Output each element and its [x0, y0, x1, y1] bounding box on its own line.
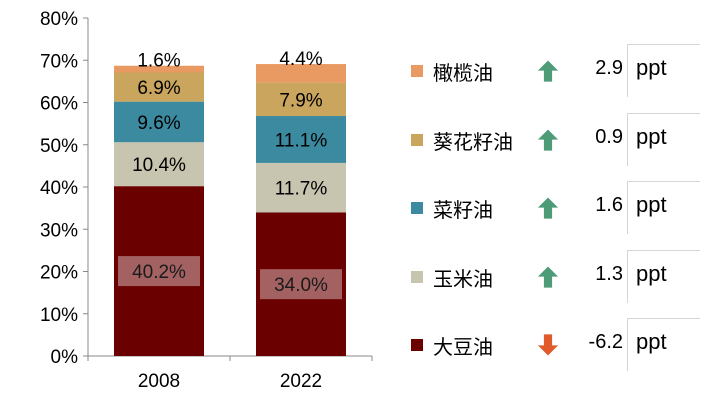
legend-item: 橄榄油 2.9 ppt	[405, 44, 705, 98]
bar-segment	[256, 116, 346, 163]
legend-label: 玉米油	[433, 269, 493, 291]
legend: 橄榄油 2.9 ppt 葵花籽油 0.9 ppt 菜籽油 1.6 ppt 玉米油 1.3 ppt 大豆油…	[405, 40, 705, 380]
unit-label: ppt	[636, 192, 667, 217]
data-label: 1.6%	[137, 51, 180, 72]
y-axis: 0% 10% 20% 30% 40% 50% 60% 70% 80%	[40, 9, 89, 368]
data-label-background	[118, 256, 200, 287]
y-tick-label: 30%	[40, 220, 78, 241]
legend-swatch	[411, 202, 423, 214]
y-tick-label: 40%	[40, 178, 78, 199]
legend-label: 菜籽油	[433, 200, 493, 222]
legend-item: 玉米油 1.3 ppt	[405, 250, 705, 304]
legend-label: 橄榄油	[433, 63, 493, 85]
legend-label: 葵花籽油	[433, 132, 513, 154]
bars	[114, 64, 346, 356]
legend-label: 大豆油	[433, 337, 493, 359]
unit-label: ppt	[636, 261, 667, 286]
bar-segment	[114, 65, 204, 73]
y-tick-label: 80%	[40, 9, 78, 30]
change-value: 0.9	[595, 126, 623, 148]
y-tick-label: 70%	[40, 51, 78, 72]
change-value: 1.6	[595, 194, 623, 216]
bar-segment	[114, 101, 204, 143]
legend-swatch	[411, 134, 423, 146]
unit-cell: ppt	[627, 318, 700, 371]
change-value: 2.9	[595, 57, 623, 79]
unit-cell: ppt	[627, 181, 700, 234]
data-label: 7.9%	[279, 90, 322, 111]
y-tick-label: 20%	[40, 263, 78, 284]
bar-segment	[256, 212, 346, 356]
y-tick-label: 50%	[40, 136, 78, 157]
x-tick-label: 2008	[138, 371, 180, 392]
bar-segment	[256, 162, 346, 213]
y-tick-label: 0%	[51, 347, 79, 368]
legend-swatch	[411, 271, 423, 283]
data-label: 11.7%	[275, 179, 328, 200]
y-tick-label: 10%	[40, 305, 78, 326]
data-label: 6.9%	[137, 78, 180, 99]
legend-item: 菜籽油 1.6 ppt	[405, 181, 705, 235]
data-label-background	[260, 269, 342, 300]
bar-segment	[256, 64, 346, 83]
y-tick-label: 60%	[40, 94, 78, 115]
legend-item: 大豆油 -6.2 ppt	[405, 318, 705, 372]
unit-cell: ppt	[627, 44, 700, 97]
unit-label: ppt	[636, 329, 667, 354]
data-label: 4.4%	[279, 49, 322, 70]
x-tick-label: 2022	[280, 371, 322, 392]
data-label: 40.2%	[132, 262, 186, 283]
legend-item: 葵花籽油 0.9 ppt	[405, 113, 705, 167]
stacked-bar-chart: 0% 10% 20% 30% 40% 50% 60% 70% 80% 2008 2022 40.2…	[40, 9, 373, 392]
data-label: 9.6%	[137, 113, 180, 134]
x-axis: 2008 2022	[87, 355, 373, 392]
legend-swatch	[411, 65, 423, 77]
bar-segment	[256, 82, 346, 117]
unit-label: ppt	[636, 124, 667, 149]
data-labels: 40.2% 10.4% 9.6% 6.9% 1.6% 34.0% 11.7% 11.1% 7.9…	[118, 49, 342, 300]
bar-segment	[114, 142, 204, 187]
unit-label: ppt	[636, 55, 667, 80]
down-arrow-icon	[536, 333, 560, 357]
data-label: 34.0%	[274, 275, 328, 296]
up-arrow-icon	[536, 196, 560, 220]
up-arrow-icon	[536, 128, 560, 152]
up-arrow-icon	[536, 59, 560, 83]
change-value: 1.3	[595, 263, 623, 285]
data-label: 10.4%	[132, 155, 186, 176]
bar-segment	[114, 186, 204, 356]
change-value: -6.2	[588, 331, 623, 353]
up-arrow-icon	[536, 265, 560, 289]
unit-cell: ppt	[627, 250, 700, 303]
unit-cell: ppt	[627, 113, 700, 166]
data-label: 11.1%	[275, 130, 328, 151]
bar-segment	[114, 72, 204, 102]
legend-swatch	[411, 339, 423, 351]
